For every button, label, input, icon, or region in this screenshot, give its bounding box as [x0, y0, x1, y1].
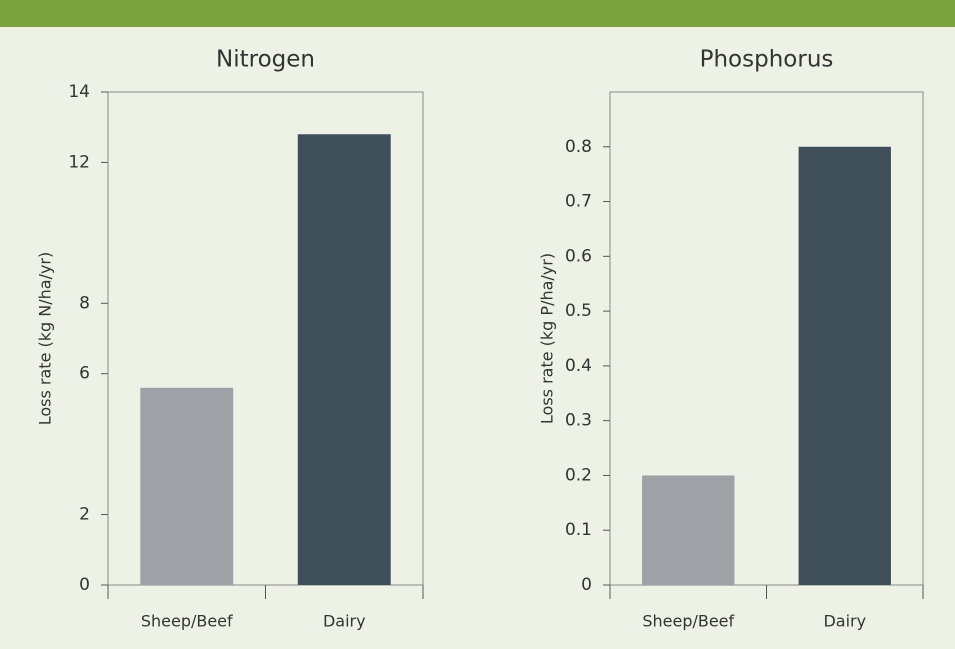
y-tick-label: 0 — [79, 575, 90, 595]
y-tick-label: 0 — [581, 575, 592, 595]
x-tick-label: Sheep/Beef — [642, 612, 734, 631]
y-tick-label: 0.6 — [565, 246, 592, 266]
y-tick-label: 12 — [68, 152, 90, 172]
y-tick-label: 8 — [79, 293, 90, 313]
y-tick-label: 0.7 — [565, 192, 592, 212]
x-tick-label: Dairy — [823, 612, 866, 631]
y-tick-label: 0.1 — [565, 520, 592, 540]
y-tick-label: 2 — [79, 505, 90, 525]
bar — [297, 134, 391, 585]
y-tick-label: 0.8 — [565, 137, 592, 157]
chart-title: Phosphorus — [700, 47, 834, 73]
bar — [642, 475, 735, 585]
y-tick-label: 0.3 — [565, 411, 592, 431]
y-tick-label: 0.4 — [565, 356, 592, 376]
y-tick-label: 14 — [68, 82, 90, 102]
chart-title: Nitrogen — [216, 47, 315, 73]
y-tick-label: 6 — [79, 364, 90, 384]
y-axis-label: Loss rate (kg P/ha/yr) — [538, 253, 557, 424]
bar — [798, 146, 891, 585]
y-tick-label: 0.5 — [565, 301, 592, 321]
x-tick-label: Dairy — [323, 612, 366, 631]
header-bar — [0, 0, 955, 27]
y-axis-label: Loss rate (kg N/ha/yr) — [36, 252, 55, 426]
bar — [140, 387, 234, 585]
y-tick-label: 0.2 — [565, 465, 592, 485]
x-tick-label: Sheep/Beef — [141, 612, 233, 631]
